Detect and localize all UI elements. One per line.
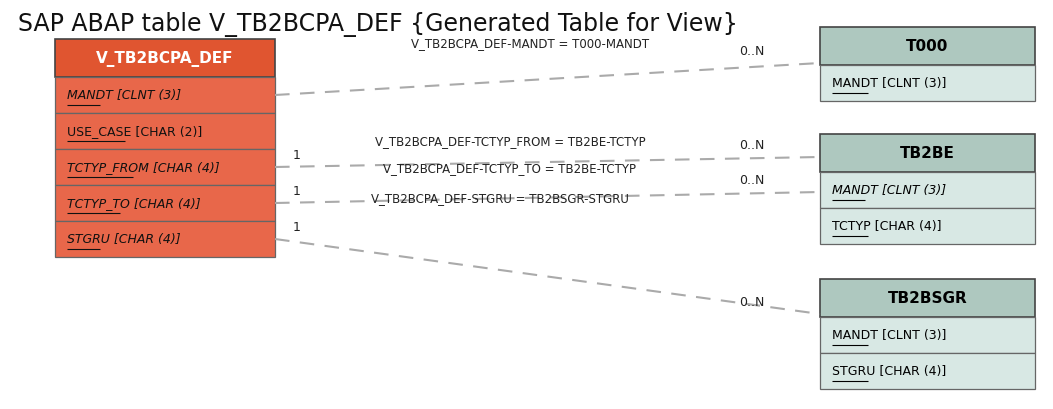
Text: 1: 1 [293, 184, 301, 198]
Text: 0..N: 0..N [739, 45, 764, 58]
Text: STGRU [CHAR (4)]: STGRU [CHAR (4)] [67, 233, 181, 246]
Text: 1: 1 [293, 220, 301, 234]
Text: 0..N: 0..N [739, 173, 764, 187]
Text: STGRU [CHAR (4)]: STGRU [CHAR (4)] [832, 364, 947, 378]
Text: 0..N: 0..N [739, 295, 764, 308]
FancyBboxPatch shape [55, 78, 275, 114]
FancyBboxPatch shape [820, 173, 1035, 209]
Text: MANDT [CLNT (3)]: MANDT [CLNT (3)] [832, 329, 947, 342]
Text: USE_CASE [CHAR (2)]: USE_CASE [CHAR (2)] [67, 125, 202, 138]
Text: V_TB2BCPA_DEF: V_TB2BCPA_DEF [96, 51, 234, 67]
Text: TB2BSGR: TB2BSGR [888, 291, 968, 306]
Text: T000: T000 [907, 39, 949, 54]
FancyBboxPatch shape [55, 40, 275, 78]
Text: V_TB2BCPA_DEF-TCTYP_TO = TB2BE-TCTYP: V_TB2BCPA_DEF-TCTYP_TO = TB2BE-TCTYP [383, 162, 636, 175]
FancyBboxPatch shape [820, 209, 1035, 245]
FancyBboxPatch shape [820, 135, 1035, 173]
FancyBboxPatch shape [55, 186, 275, 221]
Text: 1: 1 [293, 148, 301, 162]
Text: MANDT [CLNT (3)]: MANDT [CLNT (3)] [832, 77, 947, 90]
Text: TCTYP [CHAR (4)]: TCTYP [CHAR (4)] [832, 220, 941, 233]
FancyBboxPatch shape [820, 28, 1035, 66]
FancyBboxPatch shape [55, 150, 275, 186]
FancyBboxPatch shape [55, 221, 275, 257]
Text: TCTYP_TO [CHAR (4)]: TCTYP_TO [CHAR (4)] [67, 197, 201, 210]
Text: SAP ABAP table V_TB2BCPA_DEF {Generated Table for View}: SAP ABAP table V_TB2BCPA_DEF {Generated … [18, 12, 738, 37]
FancyBboxPatch shape [55, 114, 275, 150]
FancyBboxPatch shape [820, 353, 1035, 389]
FancyBboxPatch shape [820, 66, 1035, 102]
FancyBboxPatch shape [820, 279, 1035, 317]
Text: 0..N: 0..N [739, 139, 764, 152]
Text: TCTYP_FROM [CHAR (4)]: TCTYP_FROM [CHAR (4)] [67, 161, 220, 174]
Text: V_TB2BCPA_DEF-TCTYP_FROM = TB2BE-TCTYP: V_TB2BCPA_DEF-TCTYP_FROM = TB2BE-TCTYP [375, 135, 645, 148]
Text: V_TB2BCPA_DEF-MANDT = T000-MANDT: V_TB2BCPA_DEF-MANDT = T000-MANDT [411, 37, 649, 50]
Text: MANDT [CLNT (3)]: MANDT [CLNT (3)] [832, 184, 947, 197]
Text: V_TB2BCPA_DEF-STGRU = TB2BSGR-STGRU: V_TB2BCPA_DEF-STGRU = TB2BSGR-STGRU [371, 191, 629, 204]
Text: TB2BE: TB2BE [900, 146, 955, 161]
Text: MANDT [CLNT (3)]: MANDT [CLNT (3)] [67, 89, 181, 102]
FancyBboxPatch shape [820, 317, 1035, 353]
